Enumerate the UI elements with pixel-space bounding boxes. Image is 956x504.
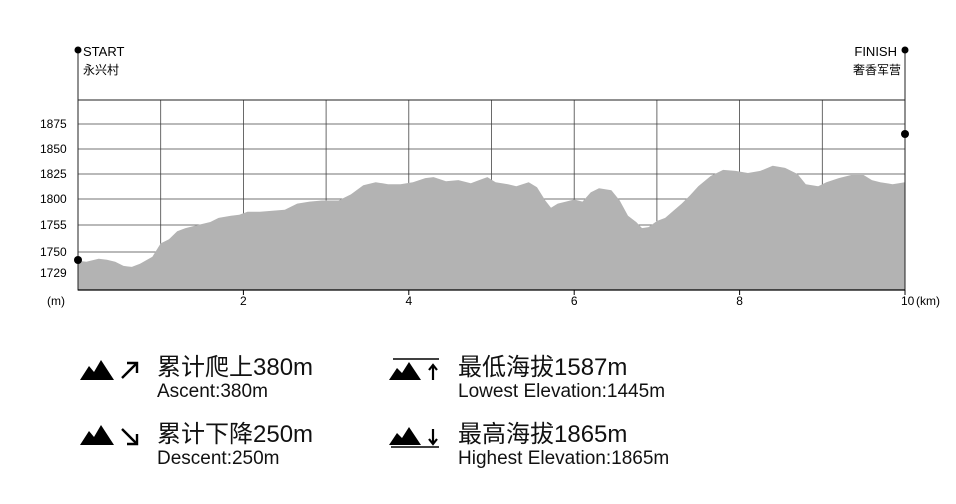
highest-en: Highest Elevation:1865m <box>458 448 670 469</box>
ascent-en: Ascent:380m <box>157 381 268 402</box>
x-tick-label: 2 <box>240 294 247 308</box>
chart-frame <box>77 50 906 291</box>
finish-marker <box>901 46 909 54</box>
x-axis-ticks: 2 4 6 8 10 <box>240 290 915 308</box>
descent-cn: 累计下降250m <box>157 421 314 448</box>
y-tick-label: 1755 <box>40 218 67 232</box>
x-unit-label: (km) <box>916 294 940 308</box>
x-tick-label: 6 <box>571 294 578 308</box>
y-tick-label: 1800 <box>40 192 67 206</box>
y-unit-label: (m) <box>47 294 65 308</box>
y-tick-label: 1729 <box>40 266 67 280</box>
x-tick-label: 10 <box>901 294 915 308</box>
finish-elevation-point <box>901 130 909 138</box>
mountain-up-arrow-icon <box>80 360 139 380</box>
finish-label: FINISH <box>854 44 897 59</box>
ascent-cn: 累计爬上380m <box>157 354 314 381</box>
elevation-profile-area <box>78 165 905 290</box>
finish-name: 奢香军营 <box>853 63 901 77</box>
y-tick-label: 1875 <box>40 117 67 131</box>
start-name: 永兴村 <box>83 63 119 77</box>
mountain-highest-icon <box>389 427 439 448</box>
lowest-en: Lowest Elevation:1445m <box>458 381 666 402</box>
highest-cn: 最高海拔1865m <box>458 421 628 448</box>
y-tick-label: 1750 <box>40 245 67 259</box>
y-tick-label: 1850 <box>40 142 67 156</box>
start-marker <box>74 46 82 54</box>
y-axis-ticks: 1729 1750 1755 1800 1825 1850 1875 <box>40 117 67 280</box>
mountain-lowest-icon <box>389 358 439 380</box>
x-tick-label: 8 <box>736 294 743 308</box>
start-elevation-point <box>74 256 82 264</box>
elevation-chart: 1729 1750 1755 1800 1825 1850 1875 2 4 6 8 10 STAR… <box>40 44 940 308</box>
x-tick-label: 4 <box>405 294 412 308</box>
mountain-down-arrow-icon <box>80 425 139 446</box>
descent-en: Descent:250m <box>157 448 280 469</box>
lowest-cn: 最低海拔1587m <box>458 354 628 381</box>
start-label: START <box>83 44 124 59</box>
y-tick-label: 1825 <box>40 167 67 181</box>
